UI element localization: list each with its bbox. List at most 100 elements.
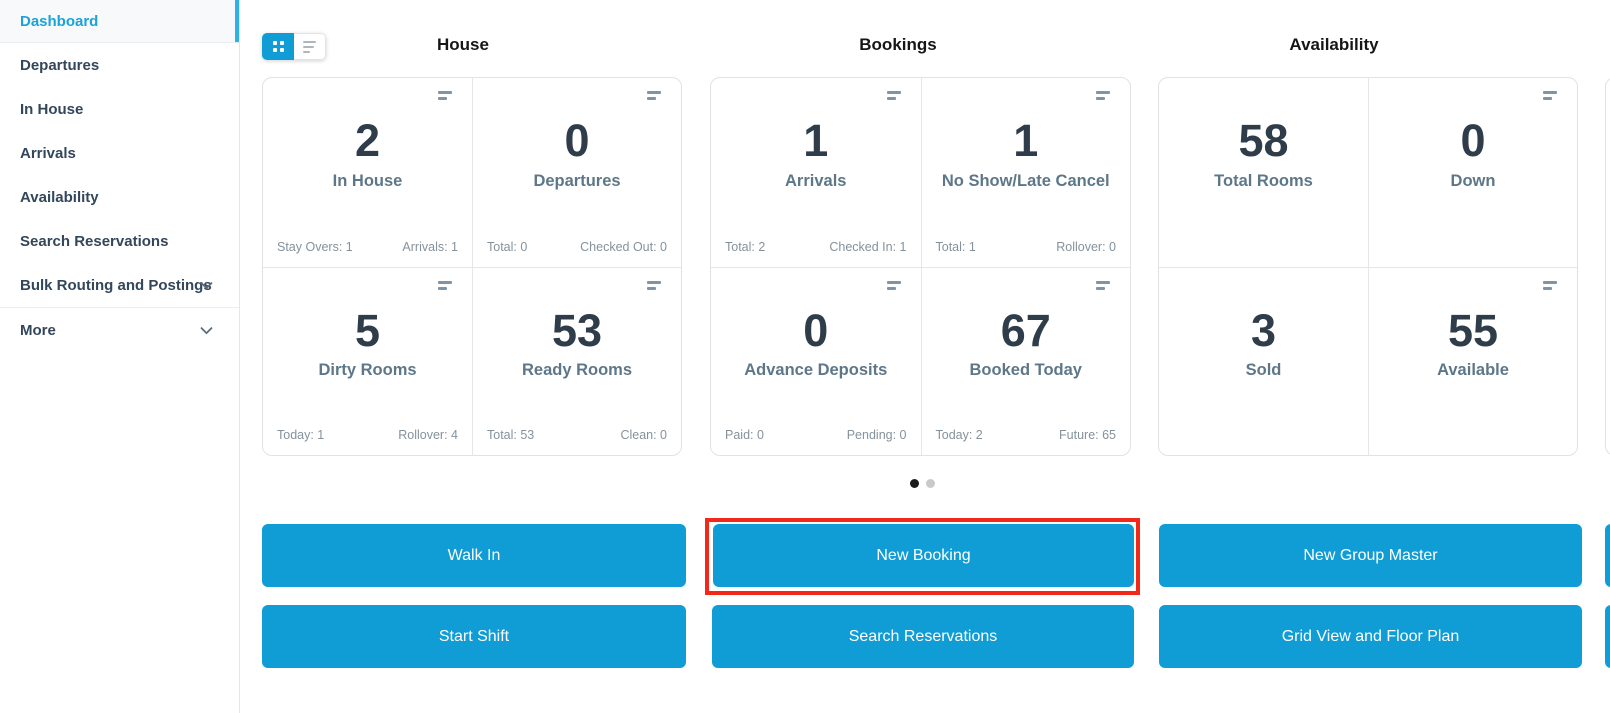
grid-view-icon <box>272 41 284 52</box>
sidebar-divider <box>0 307 239 308</box>
stat-card-in-house[interactable]: 2 In House Stay Overs: 1 Arrivals: 1 <box>263 78 472 267</box>
stat-card-ready-rooms[interactable]: 53 Ready Rooms Total: 53 Clean: 0 <box>472 266 681 455</box>
stat-value: 67 <box>1000 304 1051 356</box>
stat-label: Ready Rooms <box>521 361 633 379</box>
card-menu-icon[interactable] <box>1543 280 1557 290</box>
stat-detail-right: Rollover: 0 <box>1056 239 1116 254</box>
card-menu-icon[interactable] <box>1096 91 1110 100</box>
section-title-availability: Availability <box>1289 35 1379 54</box>
new-booking-button[interactable]: New Booking <box>713 524 1134 587</box>
sidebar-item-more[interactable]: More <box>0 308 239 352</box>
sidebar-item-departures[interactable]: Departures <box>0 43 239 87</box>
stat-value: 0 <box>803 304 829 356</box>
card-group-availability: 58 Total Rooms 0 Down 3 Sold 55 Availabl… <box>1158 77 1578 456</box>
next-page-card-sliver <box>1605 77 1610 456</box>
sidebar-item-label: Arrivals <box>20 144 76 162</box>
stat-label: Arrivals <box>785 171 847 190</box>
stat-card-total-rooms[interactable]: 58 Total Rooms <box>1159 78 1368 267</box>
sidebar-item-arrivals[interactable]: Arrivals <box>0 131 239 175</box>
stat-label: Sold <box>1245 361 1282 379</box>
sidebar-item-dashboard[interactable]: Dashboard <box>0 0 239 43</box>
card-menu-icon[interactable] <box>438 280 452 290</box>
stat-value: 0 <box>1460 115 1486 166</box>
sidebar-item-label: Bulk Routing and Postings <box>20 276 212 294</box>
stat-label: Booked Today <box>969 361 1082 379</box>
stat-detail-right: Future: 65 <box>1059 428 1116 442</box>
section-title-house: House <box>437 35 489 54</box>
card-menu-icon[interactable] <box>886 91 901 100</box>
card-menu-icon[interactable] <box>1096 280 1110 290</box>
sidebar-item-label: More <box>20 321 56 339</box>
sidebar-item-availability[interactable]: Availability <box>0 175 239 219</box>
carousel-dot-page-2[interactable] <box>926 479 935 488</box>
stat-value: 2 <box>354 115 381 166</box>
stat-value: 1 <box>803 115 829 166</box>
walk-in-button[interactable]: Walk In <box>262 524 686 587</box>
card-group-house: 2 In House Stay Overs: 1 Arrivals: 1 0 D… <box>262 77 682 456</box>
new-group-master-button[interactable]: New Group Master <box>1159 524 1582 587</box>
stat-label: Total Rooms <box>1214 171 1313 190</box>
stat-detail-right: Pending: 0 <box>846 428 907 442</box>
stat-label: Departures <box>533 171 621 190</box>
carousel-dot-page-1[interactable] <box>910 479 919 488</box>
card-menu-icon[interactable] <box>1543 91 1557 100</box>
sidebar: Dashboard Departures In House Arrivals A… <box>0 0 240 713</box>
card-menu-icon[interactable] <box>886 280 901 290</box>
stat-card-no-show-late-cancel[interactable]: 1 No Show/Late Cancel Total: 1 Rollover:… <box>920 78 1131 267</box>
card-menu-icon[interactable] <box>438 91 452 100</box>
stat-card-arrivals[interactable]: 1 Arrivals Total: 2 Checked In: 1 <box>711 78 921 267</box>
stat-detail-left: Total: 2 <box>725 239 766 254</box>
stat-value: 5 <box>354 304 381 356</box>
stat-value: 58 <box>1238 115 1289 166</box>
stat-label: Dirty Rooms <box>318 361 417 379</box>
sidebar-item-search-reservations[interactable]: Search Reservations <box>0 219 239 263</box>
card-group-bookings: 1 Arrivals Total: 2 Checked In: 1 1 No S… <box>710 77 1131 456</box>
stat-card-departures[interactable]: 0 Departures Total: 0 Checked Out: 0 <box>472 78 681 267</box>
stat-card-available[interactable]: 55 Available <box>1368 266 1577 455</box>
sidebar-item-label: Dashboard <box>20 12 99 30</box>
sidebar-item-in-house[interactable]: In House <box>0 87 239 131</box>
section-title-bookings: Bookings <box>859 35 937 54</box>
stat-value: 3 <box>1250 304 1277 356</box>
list-view-button[interactable] <box>294 33 326 60</box>
stat-card-booked-today[interactable]: 67 Booked Today Today: 2 Future: 65 <box>920 266 1130 455</box>
stat-detail-right: Checked Out: 0 <box>580 239 667 254</box>
stat-detail-left: Stay Overs: 1 <box>277 239 353 254</box>
chevron-down-icon <box>200 321 213 335</box>
sidebar-item-bulk-routing[interactable]: Bulk Routing and Postings <box>0 263 239 307</box>
view-toggle <box>262 33 326 60</box>
stat-label: Advance Deposits <box>744 361 888 379</box>
stat-label: No Show/Late Cancel <box>941 171 1110 190</box>
list-view-icon <box>303 40 316 53</box>
stat-card-dirty-rooms[interactable]: 5 Dirty Rooms Today: 1 Rollover: 4 <box>263 266 472 456</box>
search-reservations-button[interactable]: Search Reservations <box>712 605 1134 668</box>
stat-detail-left: Today: 1 <box>277 428 325 442</box>
stat-detail-right: Rollover: 4 <box>398 428 458 442</box>
stat-card-advance-deposits[interactable]: 0 Advance Deposits Paid: 0 Pending: 0 <box>711 266 921 456</box>
grid-view-floor-plan-button[interactable]: Grid View and Floor Plan <box>1159 605 1582 668</box>
stat-value: 0 <box>564 115 590 166</box>
stat-label: Available <box>1437 361 1509 379</box>
start-shift-button[interactable]: Start Shift <box>262 605 686 668</box>
stat-value: 1 <box>1013 115 1039 166</box>
stat-detail-left: Today: 2 <box>935 428 983 442</box>
stat-label: In House <box>332 171 403 190</box>
stat-value: 53 <box>551 304 603 356</box>
stat-detail-left: Paid: 0 <box>725 428 764 442</box>
sidebar-item-label: Departures <box>20 56 100 74</box>
sidebar-item-label: Search Reservations <box>20 232 169 250</box>
stat-detail-left: Total: 53 <box>487 428 535 442</box>
stat-detail-right: Clean: 0 <box>620 428 667 442</box>
stat-detail-left: Total: 1 <box>935 239 976 254</box>
stat-card-down[interactable]: 0 Down <box>1368 78 1577 267</box>
next-page-button-sliver <box>1605 524 1610 587</box>
stat-detail-right: Checked In: 1 <box>829 239 907 254</box>
card-menu-icon[interactable] <box>647 91 661 100</box>
stat-detail-right: Arrivals: 1 <box>402 239 458 254</box>
stat-detail-left: Total: 0 <box>487 239 528 254</box>
grid-view-button[interactable] <box>262 33 294 60</box>
stat-card-sold[interactable]: 3 Sold <box>1159 266 1368 456</box>
card-menu-icon[interactable] <box>647 280 661 290</box>
stat-label: Down <box>1450 171 1496 190</box>
